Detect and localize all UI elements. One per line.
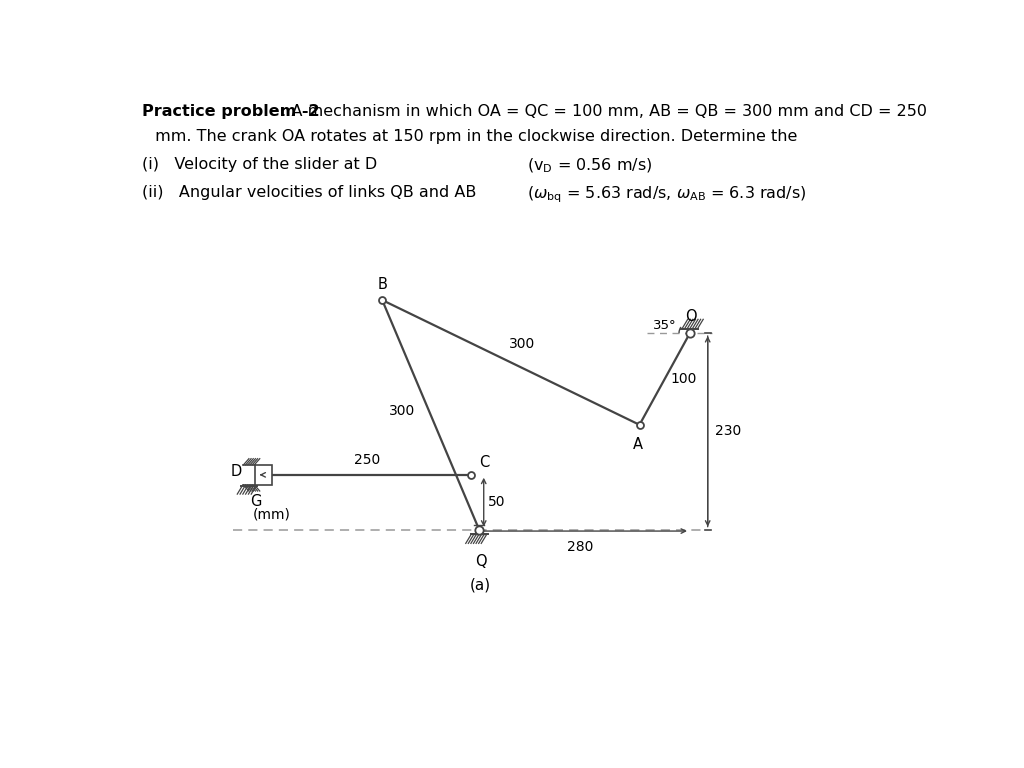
Text: Q: Q (475, 554, 486, 569)
Text: C: C (479, 455, 489, 470)
Text: (i)   Velocity of the slider at D: (i) Velocity of the slider at D (142, 157, 377, 172)
Text: mm. The crank OA rotates at 150 rpm in the clockwise direction. Determine the: mm. The crank OA rotates at 150 rpm in t… (150, 129, 797, 144)
Text: Practice problem -2: Practice problem -2 (142, 104, 319, 120)
Text: 280: 280 (567, 541, 594, 554)
Text: (ii)   Angular velocities of links QB and AB: (ii) Angular velocities of links QB and … (142, 184, 476, 200)
Bar (255, 465, 272, 485)
Text: 300: 300 (389, 404, 415, 418)
Text: B: B (377, 277, 387, 293)
Text: D: D (230, 464, 242, 478)
Text: A: A (633, 437, 643, 452)
Text: : A mechanism in which OA = QC = 100 mm, AB = QB = 300 mm and CD = 250: : A mechanism in which OA = QC = 100 mm,… (282, 104, 928, 120)
Text: 250: 250 (354, 453, 381, 467)
Text: 230: 230 (716, 425, 741, 439)
Text: O: O (686, 309, 697, 324)
Text: 35°: 35° (653, 319, 677, 332)
Text: 50: 50 (488, 495, 506, 509)
Text: 100: 100 (671, 372, 697, 386)
Text: (v$_\mathrm{D}$ = 0.56 m/s): (v$_\mathrm{D}$ = 0.56 m/s) (527, 157, 652, 175)
Text: (a): (a) (470, 578, 492, 592)
Text: (mm): (mm) (253, 507, 291, 521)
Text: ($\omega_\mathrm{bq}$ = 5.63 rad/s, $\omega_\mathrm{AB}$ = 6.3 rad/s): ($\omega_\mathrm{bq}$ = 5.63 rad/s, $\om… (527, 184, 807, 205)
Text: 300: 300 (509, 337, 536, 351)
Text: G: G (250, 494, 261, 509)
